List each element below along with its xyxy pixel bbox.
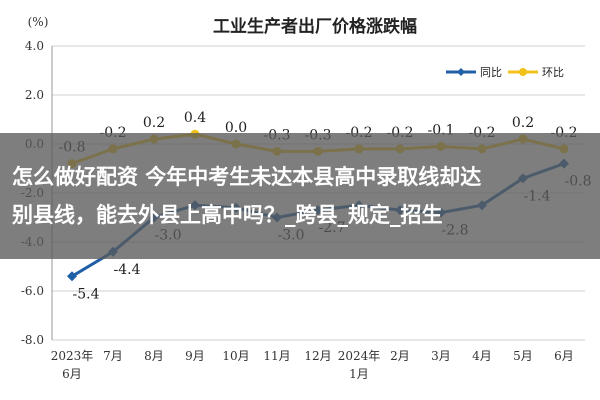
headline-line-1: 怎么做好配资 今年中考生未达本县高中录取线却达 xyxy=(12,165,482,189)
headline-banner[interactable]: 怎么做好配资 今年中考生未达本县高中录取线却达 别县线，能去外县上高中吗？_跨县… xyxy=(0,133,600,259)
y-axis-unit-label: (%) xyxy=(28,15,49,29)
x-tick-label: 2月 xyxy=(390,349,410,363)
x-tick-label: 3月 xyxy=(431,349,451,363)
x-tick-label: 4月 xyxy=(472,349,492,363)
data-label: 0.2 xyxy=(512,115,534,131)
x-tick-label: 2024年 1月 xyxy=(338,349,381,381)
headline-line-2: 别县线，能去外县上高中吗？_跨县_规定_招生 xyxy=(12,203,443,227)
legend-marker xyxy=(519,68,527,76)
x-axis-ticks: 2023年 6月 7月 8月 9月 10月 11月 12月 2024年 1月 2月 3月 4月 5月 6月 xyxy=(51,349,574,381)
y-tick-label: -6.0 xyxy=(21,284,44,298)
legend-marker xyxy=(457,68,465,76)
x-tick-label: 2023年 6月 xyxy=(51,349,94,381)
x-tick-label: 5月 xyxy=(513,349,533,363)
y-tick-label: 2.0 xyxy=(25,88,44,102)
legend-label: 环比 xyxy=(542,66,564,79)
data-label: 0.2 xyxy=(143,115,165,131)
data-label: -4.4 xyxy=(114,262,141,278)
x-tick-label: 12月 xyxy=(304,349,331,363)
x-tick-label: 8月 xyxy=(144,349,164,363)
x-tick-label: 6月 xyxy=(554,349,574,363)
x-tick-label: 7月 xyxy=(103,349,123,363)
chart-title: 工业生产者出厂价格涨跌幅 xyxy=(213,16,417,37)
data-label: 0.0 xyxy=(225,120,247,136)
legend: 同比 环比 xyxy=(446,66,564,79)
x-tick-label: 11月 xyxy=(263,349,290,363)
x-tick-label: 10月 xyxy=(222,349,249,363)
data-label: -5.4 xyxy=(73,286,100,302)
data-label: 0.4 xyxy=(184,110,206,126)
legend-label: 同比 xyxy=(480,66,502,79)
x-tick-label: 9月 xyxy=(185,349,205,363)
y-tick-label: -8.0 xyxy=(21,333,44,347)
y-tick-label: 4.0 xyxy=(25,39,44,53)
data-point xyxy=(67,271,77,282)
